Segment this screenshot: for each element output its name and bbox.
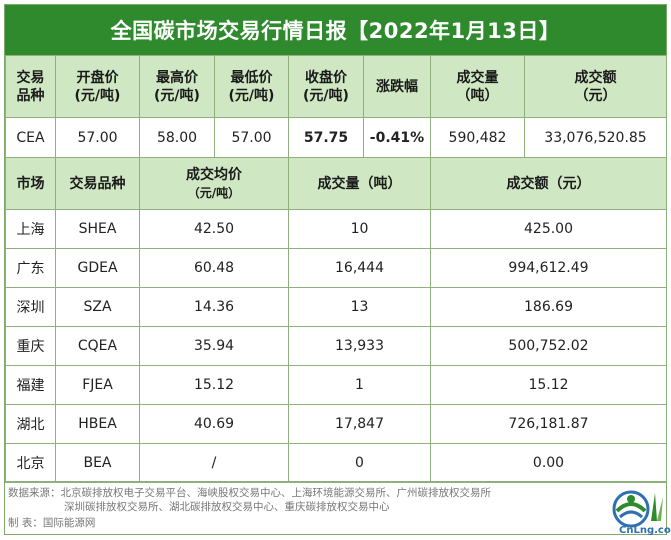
cell-amount: 500,752.02 — [430, 326, 667, 366]
regional-row: 湖北 HBEA 40.69 17,847 726,181.87 — [5, 404, 667, 444]
regional-row: 广东 GDEA 60.48 16,444 994,612.49 — [5, 248, 667, 288]
cell-avg-price: 60.48 — [139, 248, 289, 288]
cell-volume: 17,847 — [288, 404, 431, 444]
logo-text: CnLng.com — [619, 525, 671, 536]
regional-row: 北京 BEA/0 0.00 — [5, 443, 667, 483]
cell-market: 湖北 — [5, 404, 56, 444]
regional-row: 福建 FJEA 15.12 1 15.12 — [5, 365, 667, 405]
cell-amount: 15.12 — [430, 365, 667, 405]
cell-market: 深圳 — [5, 287, 56, 327]
cell-amount: 994,612.49 — [430, 248, 667, 288]
cell-low-price: 57.00 — [214, 117, 289, 158]
cell-avg-price: 14.36 — [139, 287, 289, 327]
cell-change: -0.41% — [363, 117, 431, 158]
cell-amount: 0.00 — [430, 443, 667, 483]
header-volume: 成交量 （吨） — [430, 55, 525, 118]
cell-market: 上海 — [5, 209, 56, 249]
cell-avg-price: 15.12 — [139, 365, 289, 405]
cell-product: SHEA — [55, 209, 140, 249]
cell-avg-price: / — [139, 443, 289, 483]
cell-product: BEA — [55, 443, 140, 483]
cell-amount: 726,181.87 — [430, 404, 667, 444]
header-low-price: 最低价 (元/吨) — [214, 55, 289, 118]
source-line-1: 数据来源：北京碳排放权电子交易平台、海峡股权交易中心、上海环境能源交易所、广州碳… — [8, 487, 491, 499]
cell-volume: 1 — [288, 365, 431, 405]
cell-market: 重庆 — [5, 326, 56, 366]
header-market: 市场 — [5, 157, 56, 210]
header-close-price: 收盘价 (元/吨) — [288, 55, 364, 118]
cell-avg-price: 35.94 — [139, 326, 289, 366]
cell-volume: 13 — [288, 287, 431, 327]
cell-amount: 33,076,520.85 — [524, 117, 667, 158]
maker-line: 制 表：国际能源网 — [8, 517, 96, 529]
national-market-table: 交易 品种 开盘价 (元/吨) 最高价 (元/吨) 最低价 (元/吨) 收盘价 (元/吨)… — [5, 55, 667, 158]
header-avg-price: 成交均价 （元/吨） — [139, 157, 289, 210]
cell-volume: 13,933 — [288, 326, 431, 366]
header-change: 涨跌幅 — [363, 55, 431, 118]
header-regional-amount: 成交额（元） — [430, 157, 667, 210]
cell-volume: 0 — [288, 443, 431, 483]
source-line-2: 深圳碳排放权交易所、湖北碳排放权交易中心、重庆碳排放权交易中心 — [64, 501, 390, 513]
cell-product: CQEA — [55, 326, 140, 366]
regional-market-table: 市场 交易品种 成交均价 （元/吨） 成交量（吨） 成交额（元） 上海 SHEA 42… — [5, 157, 667, 483]
cell-amount: 425.00 — [430, 209, 667, 249]
regional-row: 重庆 CQEA 35.94 13,933 500,752.02 — [5, 326, 667, 366]
cnlng-logo-icon — [612, 490, 663, 528]
cell-amount: 186.69 — [430, 287, 667, 327]
regional-row: 上海 SHEA 42.50 10 425.00 — [5, 209, 667, 249]
cell-open-price: 57.00 — [55, 117, 140, 158]
cell-volume: 10 — [288, 209, 431, 249]
header-regional-product: 交易品种 — [55, 157, 140, 210]
header-amount: 成交额 （元） — [524, 55, 667, 118]
report-frame: 全国碳市场交易行情日报【2022年1月13日】 交易 品种 开盘价 (元/吨) 最高… — [4, 4, 671, 536]
cell-volume: 590,482 — [430, 117, 525, 158]
header-open-price: 开盘价 (元/吨) — [55, 55, 140, 118]
cell-product: CEA — [5, 117, 56, 158]
cell-product: GDEA — [55, 248, 140, 288]
cell-product: HBEA — [55, 404, 140, 444]
national-header-row: 交易 品种 开盘价 (元/吨) 最高价 (元/吨) 最低价 (元/吨) 收盘价 (元/吨)… — [5, 55, 667, 118]
footer: 数据来源：北京碳排放权电子交易平台、海峡股权交易中心、上海环境能源交易所、广州碳… — [5, 481, 666, 536]
cell-high-price: 58.00 — [139, 117, 215, 158]
header-high-price: 最高价 (元/吨) — [139, 55, 215, 118]
regional-header-row: 市场 交易品种 成交均价 （元/吨） 成交量（吨） 成交额（元） — [5, 157, 667, 210]
cell-volume: 16,444 — [288, 248, 431, 288]
header-product: 交易 品种 — [5, 55, 56, 118]
cell-avg-price: 42.50 — [139, 209, 289, 249]
cell-market: 北京 — [5, 443, 56, 483]
regional-row: 深圳 SZA 14.36 13 186.69 — [5, 287, 667, 327]
cell-close-price: 57.75 — [288, 117, 364, 158]
cell-avg-price: 40.69 — [139, 404, 289, 444]
cell-product: FJEA — [55, 365, 140, 405]
report-title: 全国碳市场交易行情日报【2022年1月13日】 — [5, 5, 666, 55]
cell-product: SZA — [55, 287, 140, 327]
header-regional-volume: 成交量（吨） — [288, 157, 431, 210]
national-data-row: CEA 57.00 58.00 57.00 57.75 -0.41% 590,4… — [5, 117, 667, 158]
cell-market: 广东 — [5, 248, 56, 288]
cell-market: 福建 — [5, 365, 56, 405]
